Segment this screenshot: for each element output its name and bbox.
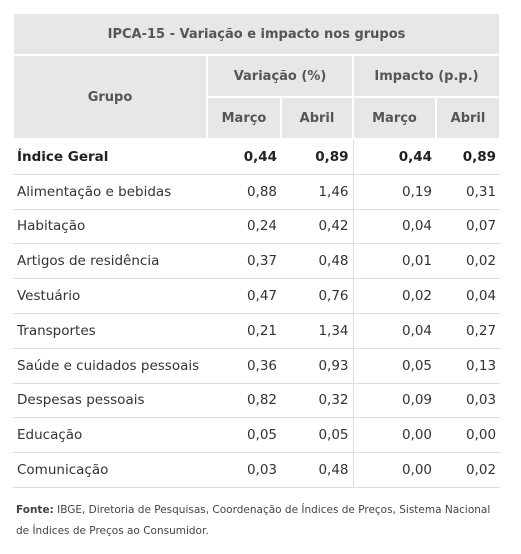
variacao-abril: 0,93 bbox=[281, 348, 353, 384]
impacto-abril: 0,07 bbox=[436, 209, 501, 245]
variacao-abril: 1,46 bbox=[281, 174, 353, 210]
impacto-marco: 0,04 bbox=[352, 209, 436, 245]
table-row: Habitação 0,24 0,42 0,04 0,07 bbox=[13, 209, 501, 245]
table-row: Transportes 0,21 1,34 0,04 0,27 bbox=[13, 313, 501, 349]
row-label: Educação bbox=[13, 417, 207, 454]
table-row: Alimentação e bebidas 0,88 1,46 0,19 0,3… bbox=[13, 174, 501, 210]
table-row: Comunicação 0,03 0,48 0,00 0,02 bbox=[13, 452, 501, 488]
variacao-marco: 0,05 bbox=[207, 417, 281, 454]
row-label: Vestuário bbox=[13, 278, 207, 314]
variacao-marco: 0,44 bbox=[207, 139, 281, 175]
ipca-table: IPCA-15 - Variação e impacto nos grupos … bbox=[11, 12, 502, 488]
row-label: Índice Geral bbox=[13, 139, 207, 175]
impacto-abril: 0,31 bbox=[436, 174, 501, 210]
variacao-abril: 0,76 bbox=[281, 278, 353, 314]
impacto-marco: 0,00 bbox=[352, 417, 436, 454]
impacto-abril: 0,27 bbox=[436, 313, 501, 349]
table-row: Educação 0,05 0,05 0,00 0,00 bbox=[13, 417, 501, 454]
header-variacao: Variação (%) bbox=[206, 54, 354, 98]
table-title: IPCA-15 - Variação e impacto nos grupos bbox=[11, 12, 502, 56]
impacto-abril: 0,02 bbox=[436, 243, 501, 280]
impacto-marco: 0,02 bbox=[352, 278, 436, 314]
variacao-marco: 0,88 bbox=[207, 174, 281, 210]
impacto-marco: 0,09 bbox=[352, 383, 436, 419]
variacao-abril: 0,48 bbox=[281, 243, 353, 280]
variacao-marco: 0,82 bbox=[207, 383, 281, 419]
row-label: Comunicação bbox=[13, 452, 207, 488]
table-row: Saúde e cuidados pessoais 0,36 0,93 0,05… bbox=[13, 348, 501, 384]
variacao-abril: 0,48 bbox=[281, 452, 353, 488]
impacto-marco: 0,01 bbox=[352, 243, 436, 280]
footnote-text: IBGE, Diretoria de Pesquisas, Coordenaçã… bbox=[16, 503, 491, 537]
impacto-marco: 0,04 bbox=[352, 313, 436, 349]
table-row: Artigos de residência 0,37 0,48 0,01 0,0… bbox=[13, 243, 501, 280]
header-grupo: Grupo bbox=[12, 54, 208, 140]
variacao-abril: 0,42 bbox=[281, 209, 353, 245]
impacto-marco: 0,44 bbox=[352, 139, 436, 175]
impacto-abril: 0,89 bbox=[436, 139, 501, 175]
impacto-abril: 0,00 bbox=[436, 417, 501, 454]
impacto-abril: 0,04 bbox=[436, 278, 501, 314]
row-label: Saúde e cuidados pessoais bbox=[13, 348, 207, 384]
row-label: Despesas pessoais bbox=[13, 383, 207, 419]
variacao-marco: 0,21 bbox=[207, 313, 281, 349]
header-variacao-marco: Março bbox=[206, 96, 282, 140]
table-row: Vestuário 0,47 0,76 0,02 0,04 bbox=[13, 278, 501, 314]
table-footnote: Fonte: IBGE, Diretoria de Pesquisas, Coo… bbox=[12, 500, 499, 542]
variacao-abril: 0,89 bbox=[281, 139, 353, 175]
variacao-abril: 0,05 bbox=[281, 417, 353, 454]
variacao-marco: 0,03 bbox=[207, 452, 281, 488]
header-variacao-abril: Abril bbox=[280, 96, 354, 140]
row-label: Artigos de residência bbox=[13, 243, 207, 280]
variacao-marco: 0,37 bbox=[207, 243, 281, 280]
table-row: Despesas pessoais 0,82 0,32 0,09 0,03 bbox=[13, 383, 501, 419]
impacto-marco: 0,19 bbox=[352, 174, 436, 210]
table-row-indice-geral: Índice Geral 0,44 0,89 0,44 0,89 bbox=[13, 139, 501, 175]
variacao-abril: 0,32 bbox=[281, 383, 353, 419]
variacao-abril: 1,34 bbox=[281, 313, 353, 349]
header-impacto-marco: Março bbox=[352, 96, 437, 140]
impacto-abril: 0,13 bbox=[436, 348, 501, 384]
impacto-abril: 0,02 bbox=[436, 452, 501, 488]
footnote-label: Fonte: bbox=[16, 503, 54, 516]
row-label: Alimentação e bebidas bbox=[13, 174, 207, 210]
impacto-abril: 0,03 bbox=[436, 383, 501, 419]
impacto-marco: 0,05 bbox=[352, 348, 436, 384]
variacao-marco: 0,24 bbox=[207, 209, 281, 245]
impacto-marco: 0,00 bbox=[352, 452, 436, 488]
ipca-table-container: IPCA-15 - Variação e impacto nos grupos … bbox=[11, 12, 502, 542]
variacao-marco: 0,36 bbox=[207, 348, 281, 384]
variacao-marco: 0,47 bbox=[207, 278, 281, 314]
header-impacto: Impacto (p.p.) bbox=[351, 54, 502, 98]
row-label: Transportes bbox=[13, 313, 207, 349]
row-label: Habitação bbox=[13, 209, 207, 245]
header-impacto-abril: Abril bbox=[434, 96, 502, 140]
